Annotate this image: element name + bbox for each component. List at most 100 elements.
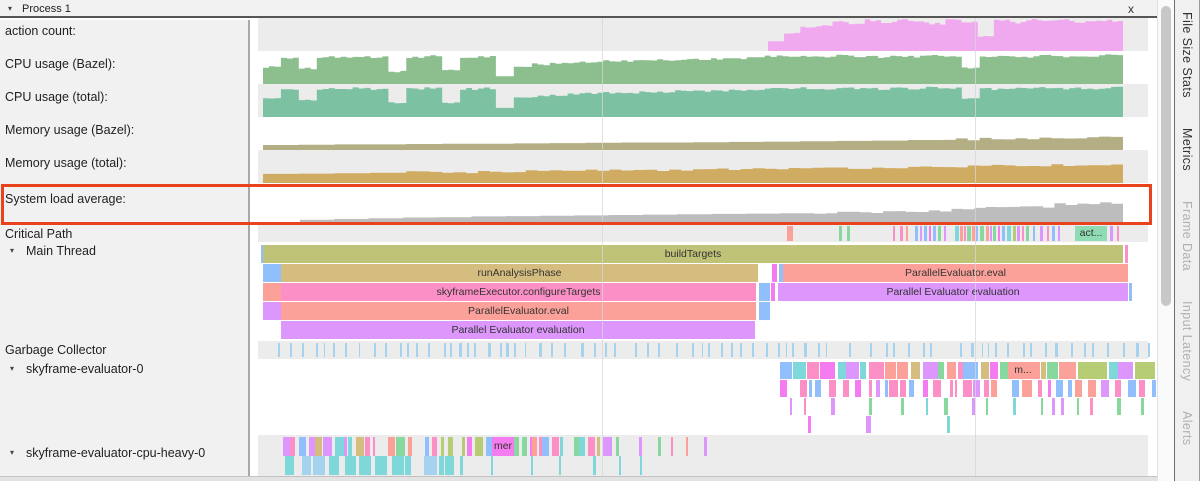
trace-tick[interactable] [884, 380, 888, 397]
trace-tick[interactable] [971, 343, 974, 357]
trace-tick[interactable] [285, 456, 294, 475]
trace-tick[interactable] [474, 437, 483, 456]
trace-tick[interactable] [804, 343, 807, 357]
trace-tick[interactable] [869, 343, 873, 357]
trace-tick[interactable] [289, 343, 293, 357]
trace-tick[interactable] [1074, 380, 1082, 397]
trace-tick[interactable] [780, 362, 792, 379]
trace-tick[interactable] [869, 380, 873, 397]
trace-tick[interactable] [1088, 380, 1097, 397]
trace-tick[interactable] [432, 437, 438, 456]
trace-tick[interactable] [960, 343, 963, 357]
trace-tick[interactable] [1107, 343, 1110, 357]
trace-tick[interactable] [676, 343, 679, 357]
trace-tick[interactable] [972, 380, 980, 397]
trace-tick[interactable] [514, 343, 516, 357]
trace-tick[interactable] [594, 343, 596, 357]
trace-tick[interactable] [521, 437, 527, 456]
trace-tick[interactable] [309, 437, 316, 456]
trace-tick[interactable] [399, 343, 403, 357]
trace-tick[interactable] [1056, 380, 1063, 397]
trace-tick[interactable] [704, 437, 708, 456]
main-thread-fragment[interactable] [772, 264, 777, 282]
trace-tick[interactable] [929, 226, 931, 241]
cpu-heavy-labeled-span[interactable]: mer [492, 437, 514, 456]
trace-tick[interactable] [333, 343, 336, 357]
trace-tick[interactable] [301, 343, 304, 357]
trace-tick[interactable] [450, 343, 453, 357]
trace-tick[interactable] [925, 398, 928, 415]
vertical-scrollbar-track[interactable] [1157, 0, 1174, 481]
trace-tick[interactable] [407, 437, 412, 456]
trace-tick[interactable] [1139, 380, 1145, 397]
trace-tick[interactable] [892, 343, 895, 357]
trace-tick[interactable] [924, 226, 927, 241]
main-thread-fragment[interactable] [261, 245, 263, 263]
trace-tick[interactable] [785, 343, 788, 357]
trace-tick[interactable] [981, 362, 989, 379]
trace-tick[interactable] [506, 343, 509, 357]
track-critical-path[interactable]: act... [258, 225, 1157, 242]
trace-tick[interactable] [995, 343, 998, 357]
trace-tick[interactable] [730, 343, 734, 357]
trace-tick[interactable] [1055, 343, 1058, 357]
trace-tick[interactable] [289, 437, 295, 456]
trace-tick[interactable] [808, 416, 811, 433]
trace-tick[interactable] [972, 226, 975, 241]
main-thread-collapse-arrow-icon[interactable]: ▾ [10, 246, 15, 255]
main-thread-span[interactable]: Parallel Evaluator evaluation [778, 283, 1128, 301]
trace-tick[interactable] [847, 226, 850, 241]
trace-tick[interactable] [958, 362, 963, 379]
trace-tick[interactable] [1022, 226, 1024, 241]
trace-tick[interactable] [539, 343, 542, 357]
trace-tick[interactable] [923, 380, 929, 397]
trace-tick[interactable] [792, 362, 806, 379]
trace-tick[interactable] [787, 226, 793, 241]
trace-tick[interactable] [1051, 398, 1055, 415]
trace-tick[interactable] [278, 343, 280, 357]
evaluator0-collapse-arrow-icon[interactable]: ▾ [10, 364, 15, 373]
horizontal-scrollbar[interactable] [0, 476, 1157, 481]
trace-tick[interactable] [875, 380, 881, 397]
trace-tick[interactable] [438, 456, 445, 475]
vertical-scrollbar-thumb[interactable] [1161, 6, 1171, 306]
trace-tick[interactable] [976, 226, 978, 241]
trace-tick[interactable] [1059, 362, 1076, 379]
trace-tick[interactable] [915, 226, 918, 241]
trace-tick[interactable] [1012, 398, 1017, 415]
trace-tick[interactable] [329, 456, 339, 475]
trace-tick[interactable] [1071, 343, 1074, 357]
trace-tick[interactable] [302, 456, 312, 475]
trace-tick[interactable] [1040, 226, 1043, 241]
trace-tick[interactable] [467, 343, 469, 357]
trace-tick[interactable] [949, 380, 953, 397]
trace-tick[interactable] [323, 343, 326, 357]
trace-tick[interactable] [485, 437, 492, 456]
trace-tick[interactable] [1077, 398, 1080, 415]
trace-tick[interactable] [406, 343, 410, 357]
chart-mem-total[interactable] [258, 150, 1157, 183]
main-thread-span[interactable]: ParallelEvaluator.eval [783, 264, 1128, 282]
trace-tick[interactable] [933, 226, 936, 241]
trace-tick[interactable] [444, 456, 455, 475]
trace-tick[interactable] [1117, 226, 1119, 241]
trace-tick[interactable] [831, 398, 835, 415]
trace-tick[interactable] [1089, 398, 1093, 415]
trace-tick[interactable] [1022, 343, 1025, 357]
trace-tick[interactable] [906, 226, 908, 241]
trace-tick[interactable] [1033, 226, 1035, 241]
trace-tick[interactable] [1022, 380, 1032, 397]
trace-tick[interactable] [500, 343, 503, 357]
trace-tick[interactable] [559, 456, 562, 475]
tab-alerts[interactable]: Alerts [1180, 411, 1194, 446]
trace-tick[interactable] [1045, 343, 1048, 357]
trace-tick[interactable] [993, 226, 996, 241]
trace-tick[interactable] [443, 343, 446, 357]
trace-tick[interactable] [985, 398, 988, 415]
trace-tick[interactable] [1026, 226, 1029, 241]
trace-tick[interactable] [423, 456, 437, 475]
trace-tick[interactable] [597, 437, 601, 456]
trace-tick[interactable] [900, 398, 905, 415]
trace-tick[interactable] [848, 343, 851, 357]
trace-tick[interactable] [860, 362, 866, 379]
